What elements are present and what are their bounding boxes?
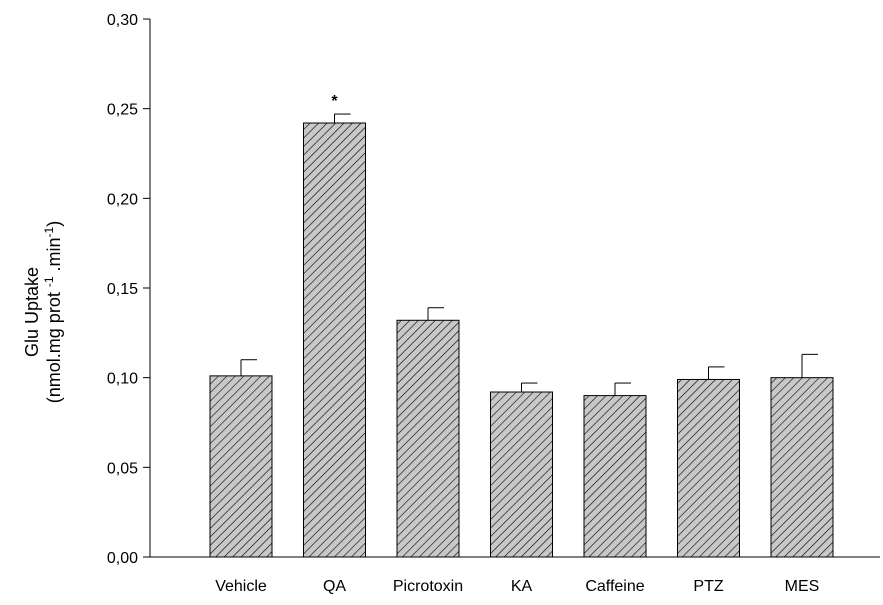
bar-ptz	[677, 378, 740, 558]
svg-text:(nmol.mg prot -1 .min-1): (nmol.mg prot -1 .min-1)	[42, 221, 64, 403]
y-tick-label: 0,00	[107, 550, 138, 567]
y-axis-title-sup1: -1	[42, 276, 56, 287]
y-tick-label: 0,20	[107, 191, 138, 208]
bar-picrotoxin	[396, 319, 460, 558]
y-axis-title-line1: Glu Uptake	[22, 267, 42, 357]
y-axis-title-line2-b: .min	[44, 237, 64, 276]
bar-vehicle	[209, 375, 273, 558]
bars	[209, 113, 834, 558]
y-tick-label: 0,25	[107, 102, 138, 119]
y-tick-label: 0,30	[107, 12, 138, 29]
labels: 0,00 0,05 0,10 0,15 0,20 0,25 0,30 Vehicle QA Pic…	[107, 12, 819, 595]
x-tick-label: Picrotoxin	[393, 578, 463, 595]
y-tick-label: 0,15	[107, 281, 138, 298]
y-tick-label: 0,10	[107, 371, 138, 388]
x-tick-label: KA	[511, 578, 533, 595]
bar-caffeine	[583, 395, 647, 558]
svg-text:Glu Uptake: Glu Uptake	[22, 267, 42, 357]
y-axis-title-sup2: -1	[42, 226, 56, 237]
y-axis-title-line2-a: (nmol.mg prot	[44, 287, 64, 403]
significance-marker: *	[331, 93, 338, 110]
bar-ka	[490, 391, 553, 558]
y-tick-label: 0,05	[107, 460, 138, 477]
x-tick-label: Vehicle	[215, 578, 267, 595]
bar-mes	[770, 377, 834, 558]
x-tick-label: PTZ	[693, 578, 723, 595]
x-tick-label: MES	[785, 578, 820, 595]
x-tick-label: Caffeine	[585, 578, 644, 595]
x-tick-label: QA	[323, 578, 346, 595]
y-axis-title-line2-c: )	[44, 221, 64, 227]
bar-qa	[303, 122, 366, 558]
y-axis-title: Glu Uptake (nmol.mg prot -1 .min-1)	[22, 221, 64, 403]
